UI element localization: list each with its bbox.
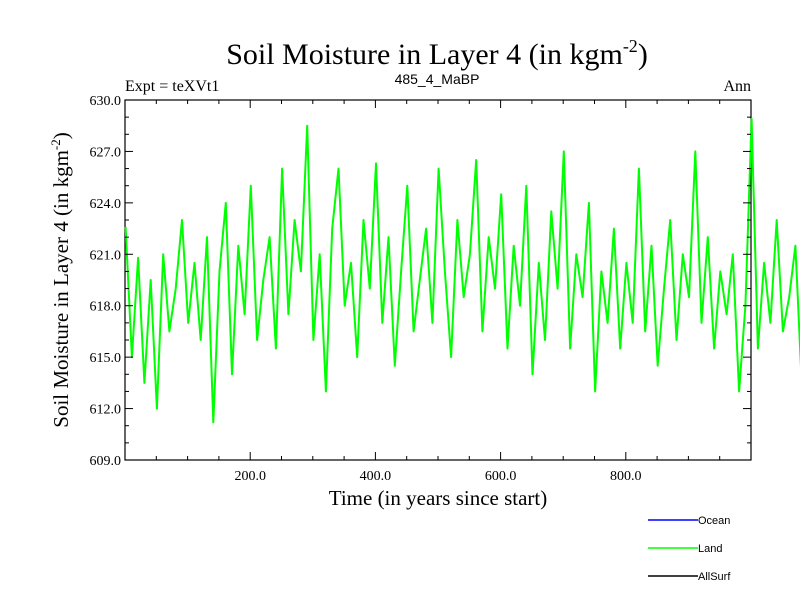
y-tick-label: 621.0 <box>90 248 122 263</box>
legend-label-ocean: Ocean <box>698 515 730 527</box>
y-tick-label: 615.0 <box>90 351 122 366</box>
subtitle-right: Ann <box>723 78 751 95</box>
legend-label-allsurf: AllSurf <box>698 571 731 583</box>
series-line-land <box>124 117 800 424</box>
y-axis-label-main: Soil Moisture in Layer 4 (in kgm <box>49 150 73 428</box>
chart-title-close: ) <box>638 38 648 71</box>
subtitle-center: 485_4_MaBP <box>395 71 480 87</box>
y-axis-label-sup: -2 <box>48 139 63 150</box>
y-tick-label: 624.0 <box>90 197 122 212</box>
x-tick-label: 600.0 <box>485 469 517 484</box>
chart-title-sup: -2 <box>623 36 638 56</box>
y-axis-label-close: ) <box>49 132 73 139</box>
x-tick-label: 200.0 <box>234 469 266 484</box>
y-tick-label: 612.0 <box>90 403 122 418</box>
y-axis-label: Soil Moisture in Layer 4 (in kgm-2) <box>48 132 73 427</box>
chart-title: Soil Moisture in Layer 4 (in kgm-2) <box>226 36 648 71</box>
chart-title-main: Soil Moisture in Layer 4 (in kgm <box>226 38 623 71</box>
legend-label-land: Land <box>698 543 722 555</box>
x-axis: 200.0 400.0 600.0 800.0 <box>155 100 721 484</box>
legend: Ocean Land AllSurf <box>648 515 731 583</box>
subtitle-left: Expt = teXVt1 <box>125 78 219 95</box>
x-tick-label: 800.0 <box>610 469 642 484</box>
x-axis-label: Time (in years since start) <box>329 486 548 510</box>
y-tick-label: 609.0 <box>90 454 122 469</box>
y-axis: 609.0 612.0 615.0 618.0 621.0 624.0 627.0 630.0 <box>90 94 751 469</box>
y-tick-label: 618.0 <box>90 300 122 315</box>
x-tick-label: 400.0 <box>360 469 392 484</box>
y-tick-label: 630.0 <box>90 94 122 109</box>
y-tick-label: 627.0 <box>90 145 122 160</box>
